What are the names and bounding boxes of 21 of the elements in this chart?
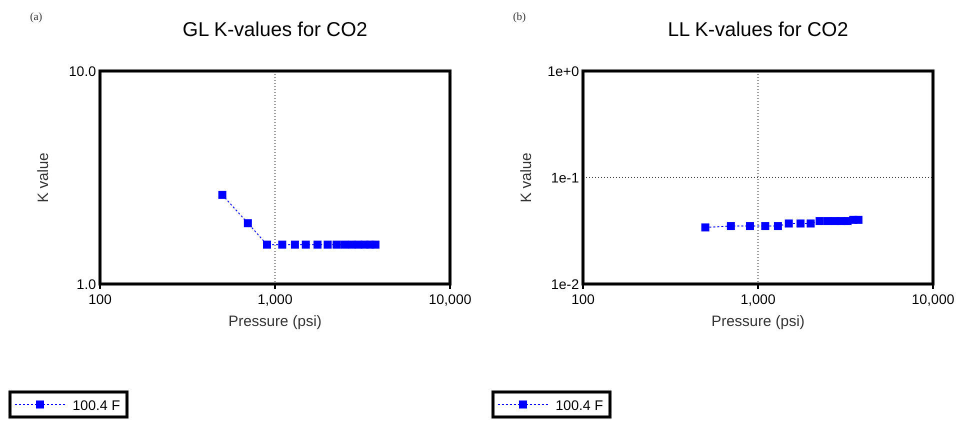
x-axis-title: Pressure (psi) xyxy=(711,313,805,330)
y-axis-title: K value xyxy=(518,152,535,203)
x-tick-label: 1,000 xyxy=(740,291,776,307)
y-axis-title: K value xyxy=(35,152,52,203)
text: (a) xyxy=(30,11,43,23)
legend-label: 100.4 F xyxy=(72,397,120,413)
y-tick-label: 1e-2 xyxy=(550,276,580,292)
legend-label: 100.4 F xyxy=(556,397,603,413)
text: (b) xyxy=(513,11,526,23)
y-tick-label: 1.0 xyxy=(76,276,96,292)
x-tick-label: 100 xyxy=(571,291,595,307)
x-axis-title: Pressure (psi) xyxy=(228,313,322,330)
chart-title: LL K-values for CO2 xyxy=(668,19,848,41)
y-tick-label: 10.0 xyxy=(68,63,96,79)
chart-title: GL K-values for CO2 xyxy=(182,19,368,41)
x-tick-label: 10,000 xyxy=(428,291,472,307)
y-tick-label: 1e+0 xyxy=(547,63,580,79)
x-tick-label: 1,000 xyxy=(257,291,293,307)
x-tick-label: 100 xyxy=(88,291,112,307)
x-tick-label: 10,000 xyxy=(912,291,955,307)
y-tick-label: 1e-1 xyxy=(550,170,580,186)
